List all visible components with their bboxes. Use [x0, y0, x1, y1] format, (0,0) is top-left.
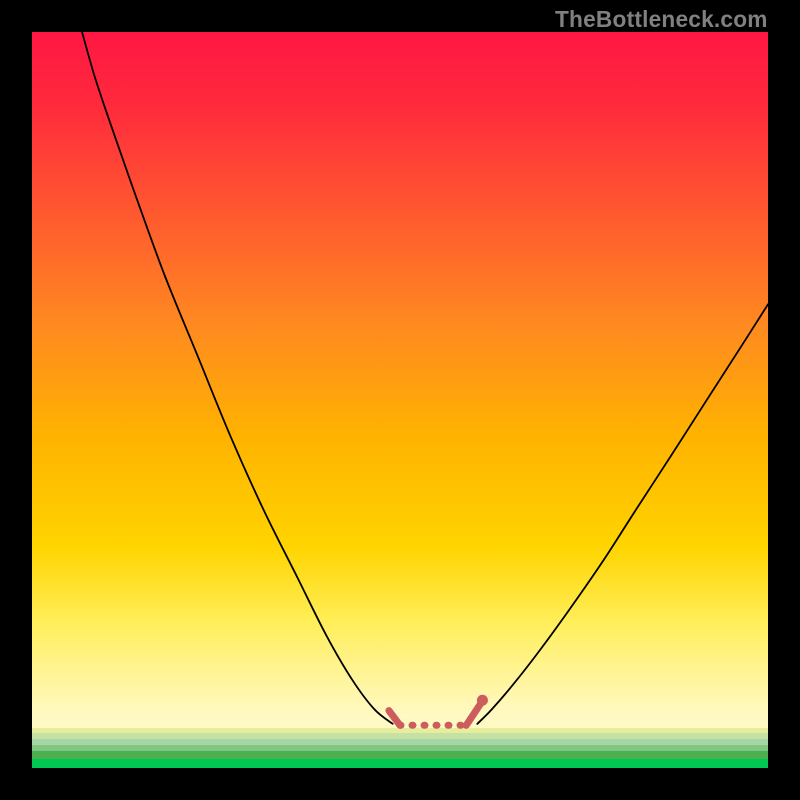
v-curve-right [477, 304, 768, 724]
curve-overlay [0, 0, 800, 800]
v-curve-left [82, 32, 393, 724]
chart-canvas: TheBottleneck.com [0, 0, 800, 800]
floor-end-dot [477, 695, 488, 706]
